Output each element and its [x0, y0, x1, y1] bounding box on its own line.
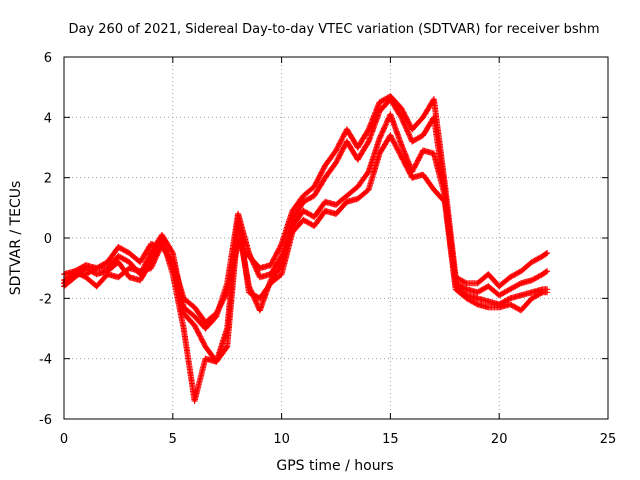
series-1-points [61, 93, 551, 326]
axis-ticks: 0 5 10 15 20 25 -6 -4 -2 0 2 4 6 [39, 51, 616, 447]
x-tick-label: 0 [60, 432, 68, 447]
data-points [61, 93, 551, 404]
y-axis-label: SDTVAR / TECUs [8, 181, 24, 296]
x-tick-label: 20 [491, 432, 508, 447]
x-tick-label: 15 [382, 432, 399, 447]
chart-title: Day 260 of 2021, Sidereal Day-to-day VTE… [68, 22, 599, 37]
y-tick-label: -2 [39, 292, 52, 307]
y-tick-label: -4 [39, 353, 52, 368]
y-tick-label: 4 [44, 111, 52, 126]
x-axis-label: GPS time / hours [276, 458, 393, 474]
x-tick-label: 25 [600, 432, 617, 447]
y-tick-label: -6 [39, 413, 52, 428]
x-tick-label: 5 [169, 432, 177, 447]
x-tick-label: 10 [273, 432, 290, 447]
y-tick-label: 6 [44, 51, 52, 66]
y-tick-label: 2 [44, 172, 52, 187]
y-tick-label: 0 [44, 232, 52, 247]
series-1 [61, 93, 551, 326]
grid-lines [64, 57, 608, 419]
